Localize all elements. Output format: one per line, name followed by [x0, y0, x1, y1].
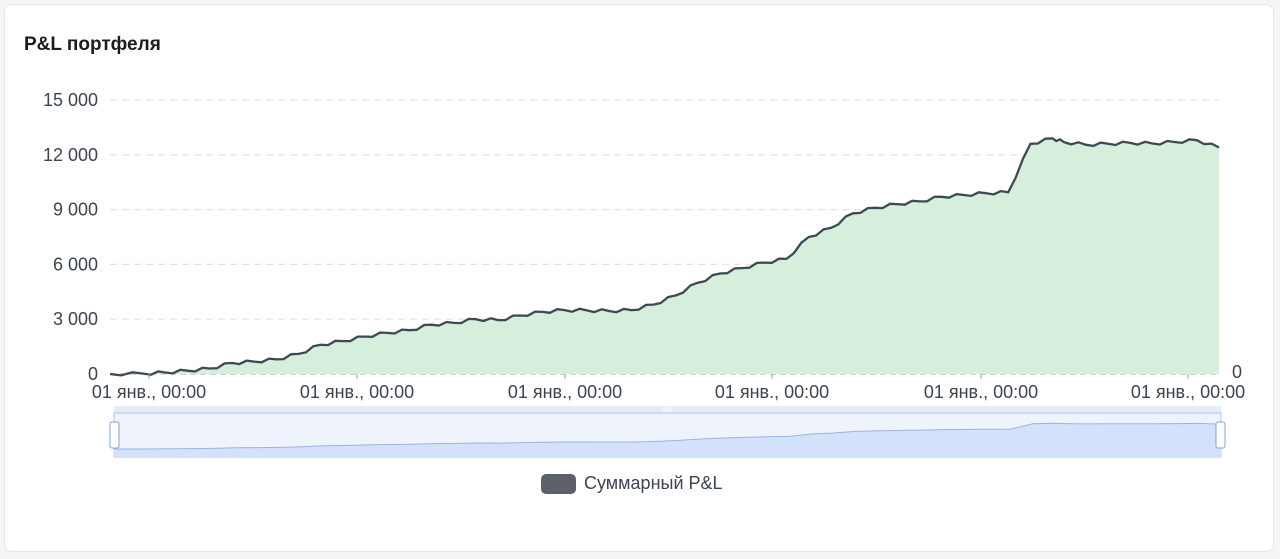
- y-tick-label: 15 000: [43, 90, 98, 110]
- y-tick-label: 9 000: [53, 200, 98, 220]
- slider-preview-line: [114, 422, 1222, 450]
- end-value-label-group: 0: [1225, 362, 1247, 384]
- legend-swatch[interactable]: [541, 473, 576, 494]
- x-tick-label: 01 янв., 00:00: [508, 382, 622, 402]
- x-tick-label: 01 янв., 00:00: [92, 382, 206, 402]
- y-axis: 0 3 000 6 000 9 000 12 000 15 000: [43, 90, 98, 384]
- series-line: [109, 137, 1220, 377]
- legend[interactable]: Суммарный P&L: [541, 473, 723, 494]
- x-tick-label: 01 янв., 00:00: [1131, 382, 1245, 402]
- slider-preview-area: [114, 423, 1221, 457]
- x-tick-label: 01 янв., 00:00: [715, 382, 829, 402]
- end-value-label: 0: [1232, 362, 1242, 382]
- y-tick-label: 12 000: [43, 145, 98, 165]
- y-tick-label: 3 000: [53, 309, 98, 329]
- x-tick-label: 01 янв., 00:00: [924, 382, 1038, 402]
- series-area: [110, 138, 1219, 376]
- y-tick-label: 0: [88, 364, 98, 384]
- series-layer: [109, 137, 1220, 377]
- x-tick-label: 01 янв., 00:00: [300, 382, 414, 402]
- x-axis: 01 янв., 00:00 01 янв., 00:00 01 янв., 00:…: [92, 374, 1245, 402]
- panel-title: P&L портфеля: [24, 34, 161, 55]
- y-tick-label: 6 000: [53, 254, 98, 274]
- end-value-bg: [1225, 362, 1247, 384]
- legend-label[interactable]: Суммарный P&L: [584, 473, 723, 493]
- slider-left-handle[interactable]: [109, 421, 120, 449]
- slider-right-handle[interactable]: [1215, 421, 1226, 449]
- data-zoom-slider[interactable]: [109, 406, 1226, 458]
